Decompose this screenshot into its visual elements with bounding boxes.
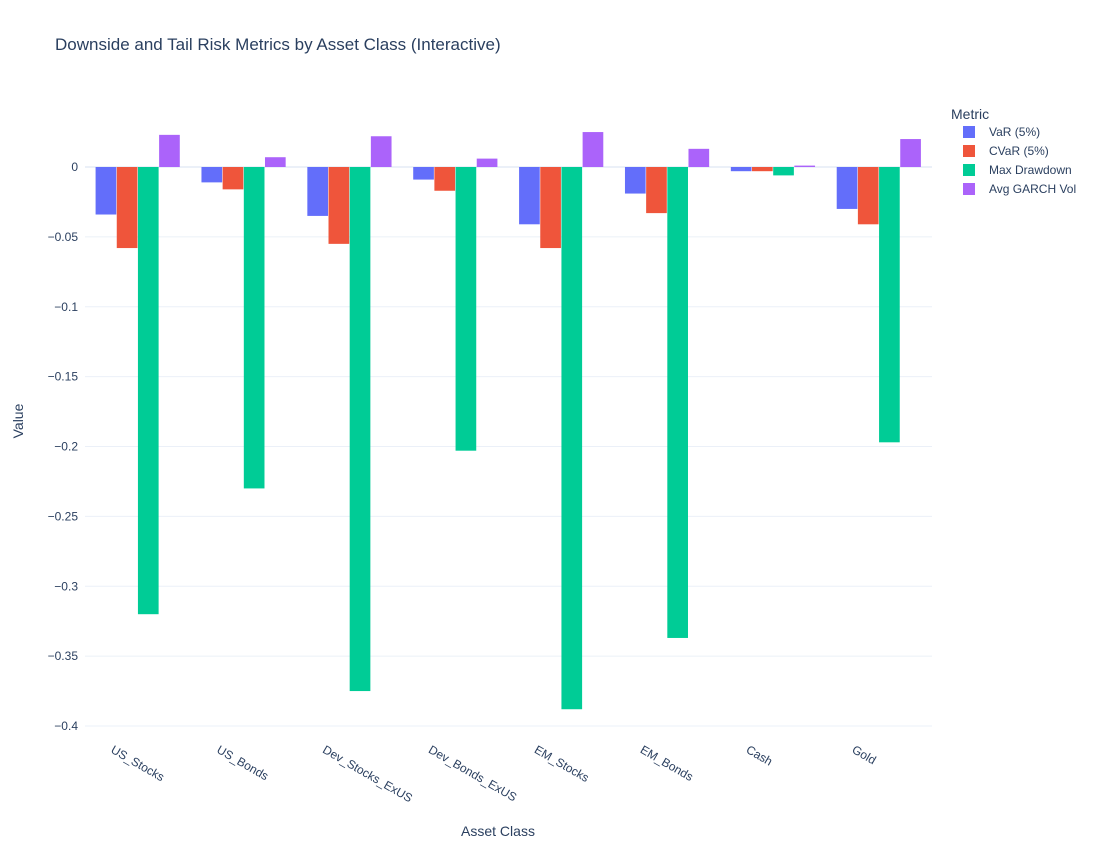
bar-var-5--em_bonds[interactable] — [624, 167, 646, 194]
legend-item-label[interactable]: Max Drawdown — [989, 163, 1072, 177]
y-tick-label: 0 — [71, 160, 78, 174]
bar-cvar-5--em_bonds[interactable] — [646, 167, 667, 214]
bar-var-5--em_stocks[interactable] — [519, 167, 540, 225]
bar-var-5--us_stocks[interactable] — [95, 167, 117, 215]
bar-avg-garch-vol-dev_stocks_exus[interactable] — [370, 136, 392, 167]
legend: Metric VaR (5%) CVaR (5%) Max Drawdown Avg … — [951, 106, 1076, 196]
bar-avg-garch-vol-us_stocks[interactable] — [159, 134, 180, 167]
bar-avg-garch-vol-dev_bonds_exus[interactable] — [476, 158, 498, 167]
bar-max-drawdown-em_stocks[interactable] — [561, 167, 583, 710]
chart-title: Downside and Tail Risk Metrics by Asset … — [55, 35, 501, 54]
bar-max-drawdown-cash[interactable] — [773, 167, 794, 176]
x-tick-label: US_Stocks — [108, 742, 166, 784]
legend-item-label[interactable]: VaR (5%) — [989, 125, 1040, 139]
bar-max-drawdown-us_stocks[interactable] — [137, 167, 159, 615]
y-tick-label: −0.3 — [54, 579, 78, 593]
bar-cvar-5--dev_stocks_exus[interactable] — [328, 167, 350, 244]
legend-title: Metric — [951, 106, 989, 122]
x-tick-label: Gold — [850, 742, 879, 767]
y-axis-title: Value — [10, 403, 26, 438]
bar-avg-garch-vol-gold[interactable] — [900, 139, 921, 167]
bars — [95, 132, 921, 710]
bar-var-5--us_bonds[interactable] — [201, 167, 223, 183]
x-tick-labels: US_Stocks US_Bonds Dev_Stocks_ExUS Dev_Bond… — [108, 742, 878, 805]
y-tick-label: −0.1 — [54, 300, 78, 314]
legend-item-label[interactable]: Avg GARCH Vol — [989, 182, 1076, 196]
bar-cvar-5--cash[interactable] — [752, 167, 773, 172]
y-gridlines — [85, 166, 932, 727]
x-tick-label: Cash — [744, 742, 775, 768]
y-tick-label: −0.35 — [48, 649, 79, 663]
bar-cvar-5--us_stocks[interactable] — [116, 167, 138, 249]
legend-swatch[interactable] — [963, 145, 975, 157]
bar-max-drawdown-em_bonds[interactable] — [667, 167, 688, 638]
y-tick-label: −0.2 — [54, 440, 78, 454]
bar-avg-garch-vol-em_bonds[interactable] — [688, 148, 710, 167]
y-tick-label: −0.15 — [48, 370, 79, 384]
x-tick-label: US_Bonds — [214, 742, 271, 783]
x-tick-label: Dev_Stocks_ExUS — [320, 742, 415, 805]
x-axis-title: Asset Class — [461, 823, 535, 839]
y-tick-label: −0.4 — [54, 719, 78, 733]
x-tick-label: EM_Bonds — [638, 742, 696, 783]
y-tick-labels: 0 −0.05 −0.1 −0.15 −0.2 −0.25 −0.3 −0.35 −0.4 — [48, 160, 79, 733]
x-tick-label: Dev_Bonds_ExUS — [426, 742, 519, 804]
legend-item-label[interactable]: CVaR (5%) — [989, 144, 1049, 158]
bar-var-5--cash[interactable] — [730, 167, 752, 172]
legend-swatch[interactable] — [963, 164, 975, 176]
bar-max-drawdown-us_bonds[interactable] — [243, 167, 265, 489]
legend-swatch[interactable] — [963, 126, 975, 138]
bar-cvar-5--em_stocks[interactable] — [540, 167, 561, 249]
x-tick-label: EM_Stocks — [532, 742, 592, 784]
bar-var-5--dev_bonds_exus[interactable] — [413, 167, 434, 180]
bar-cvar-5--gold[interactable] — [857, 167, 879, 225]
bar-max-drawdown-gold[interactable] — [879, 167, 900, 443]
y-tick-label: −0.05 — [48, 230, 79, 244]
bar-avg-garch-vol-us_bonds[interactable] — [264, 157, 286, 167]
bar-var-5--dev_stocks_exus[interactable] — [307, 167, 329, 216]
bar-avg-garch-vol-em_stocks[interactable] — [582, 132, 604, 167]
bar-cvar-5--us_bonds[interactable] — [222, 167, 244, 190]
bar-max-drawdown-dev_stocks_exus[interactable] — [349, 167, 371, 692]
bar-cvar-5--dev_bonds_exus[interactable] — [434, 167, 456, 191]
legend-swatch[interactable] — [963, 183, 975, 195]
bar-avg-garch-vol-cash[interactable] — [794, 165, 816, 167]
bar-var-5--gold[interactable] — [836, 167, 858, 209]
y-tick-label: −0.25 — [48, 509, 79, 523]
bar-max-drawdown-dev_bonds_exus[interactable] — [455, 167, 477, 451]
